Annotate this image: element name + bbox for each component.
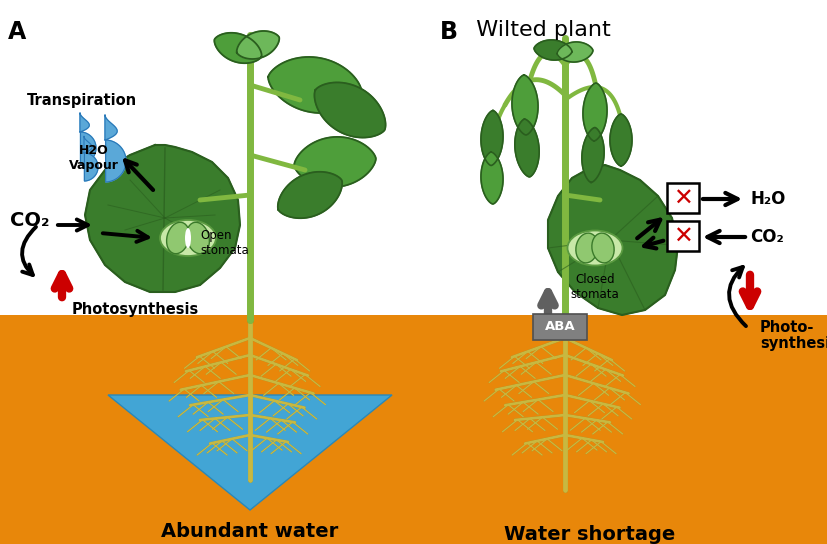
FancyBboxPatch shape xyxy=(533,314,587,340)
Polygon shape xyxy=(548,165,678,315)
Text: Wilted plant: Wilted plant xyxy=(462,20,611,40)
Text: Water shortage: Water shortage xyxy=(504,525,676,544)
Polygon shape xyxy=(237,31,280,59)
Polygon shape xyxy=(85,145,240,292)
Ellipse shape xyxy=(592,233,614,263)
Polygon shape xyxy=(314,83,385,138)
Text: ABA: ABA xyxy=(545,320,576,333)
Polygon shape xyxy=(481,110,503,165)
Text: Closed
stomata: Closed stomata xyxy=(571,273,619,301)
Ellipse shape xyxy=(576,233,598,263)
Polygon shape xyxy=(80,113,96,164)
Text: Photosynthesis: Photosynthesis xyxy=(72,302,199,317)
Ellipse shape xyxy=(160,220,216,256)
Polygon shape xyxy=(512,75,538,135)
Text: Transpiration: Transpiration xyxy=(27,93,137,108)
Text: Open
stomata: Open stomata xyxy=(200,229,249,257)
Polygon shape xyxy=(582,128,604,182)
Polygon shape xyxy=(515,119,539,177)
Polygon shape xyxy=(84,136,98,181)
Text: ✕: ✕ xyxy=(673,187,693,211)
Polygon shape xyxy=(214,33,261,63)
Text: H2O
Vapour: H2O Vapour xyxy=(69,144,119,172)
Bar xyxy=(0,315,827,544)
Text: CO₂: CO₂ xyxy=(750,228,784,246)
Polygon shape xyxy=(108,395,392,510)
Polygon shape xyxy=(610,114,632,166)
Polygon shape xyxy=(583,83,607,141)
Text: Photo-: Photo- xyxy=(760,320,815,335)
Polygon shape xyxy=(105,115,126,182)
Text: B: B xyxy=(440,20,458,44)
Polygon shape xyxy=(481,152,503,204)
Ellipse shape xyxy=(166,222,189,254)
FancyBboxPatch shape xyxy=(667,183,699,213)
Text: synthesis: synthesis xyxy=(760,336,827,351)
Polygon shape xyxy=(534,40,572,60)
Ellipse shape xyxy=(187,222,209,254)
Polygon shape xyxy=(294,137,375,187)
Polygon shape xyxy=(557,42,593,62)
Bar xyxy=(0,0,827,315)
Text: CO₂: CO₂ xyxy=(10,211,50,230)
Text: A: A xyxy=(8,20,26,44)
Ellipse shape xyxy=(567,231,623,265)
Text: Abundant water: Abundant water xyxy=(161,522,338,541)
Ellipse shape xyxy=(185,228,191,248)
Text: ✕: ✕ xyxy=(673,225,693,249)
Polygon shape xyxy=(268,57,362,113)
Polygon shape xyxy=(278,172,342,218)
Text: H₂O: H₂O xyxy=(750,190,786,208)
FancyBboxPatch shape xyxy=(667,221,699,251)
